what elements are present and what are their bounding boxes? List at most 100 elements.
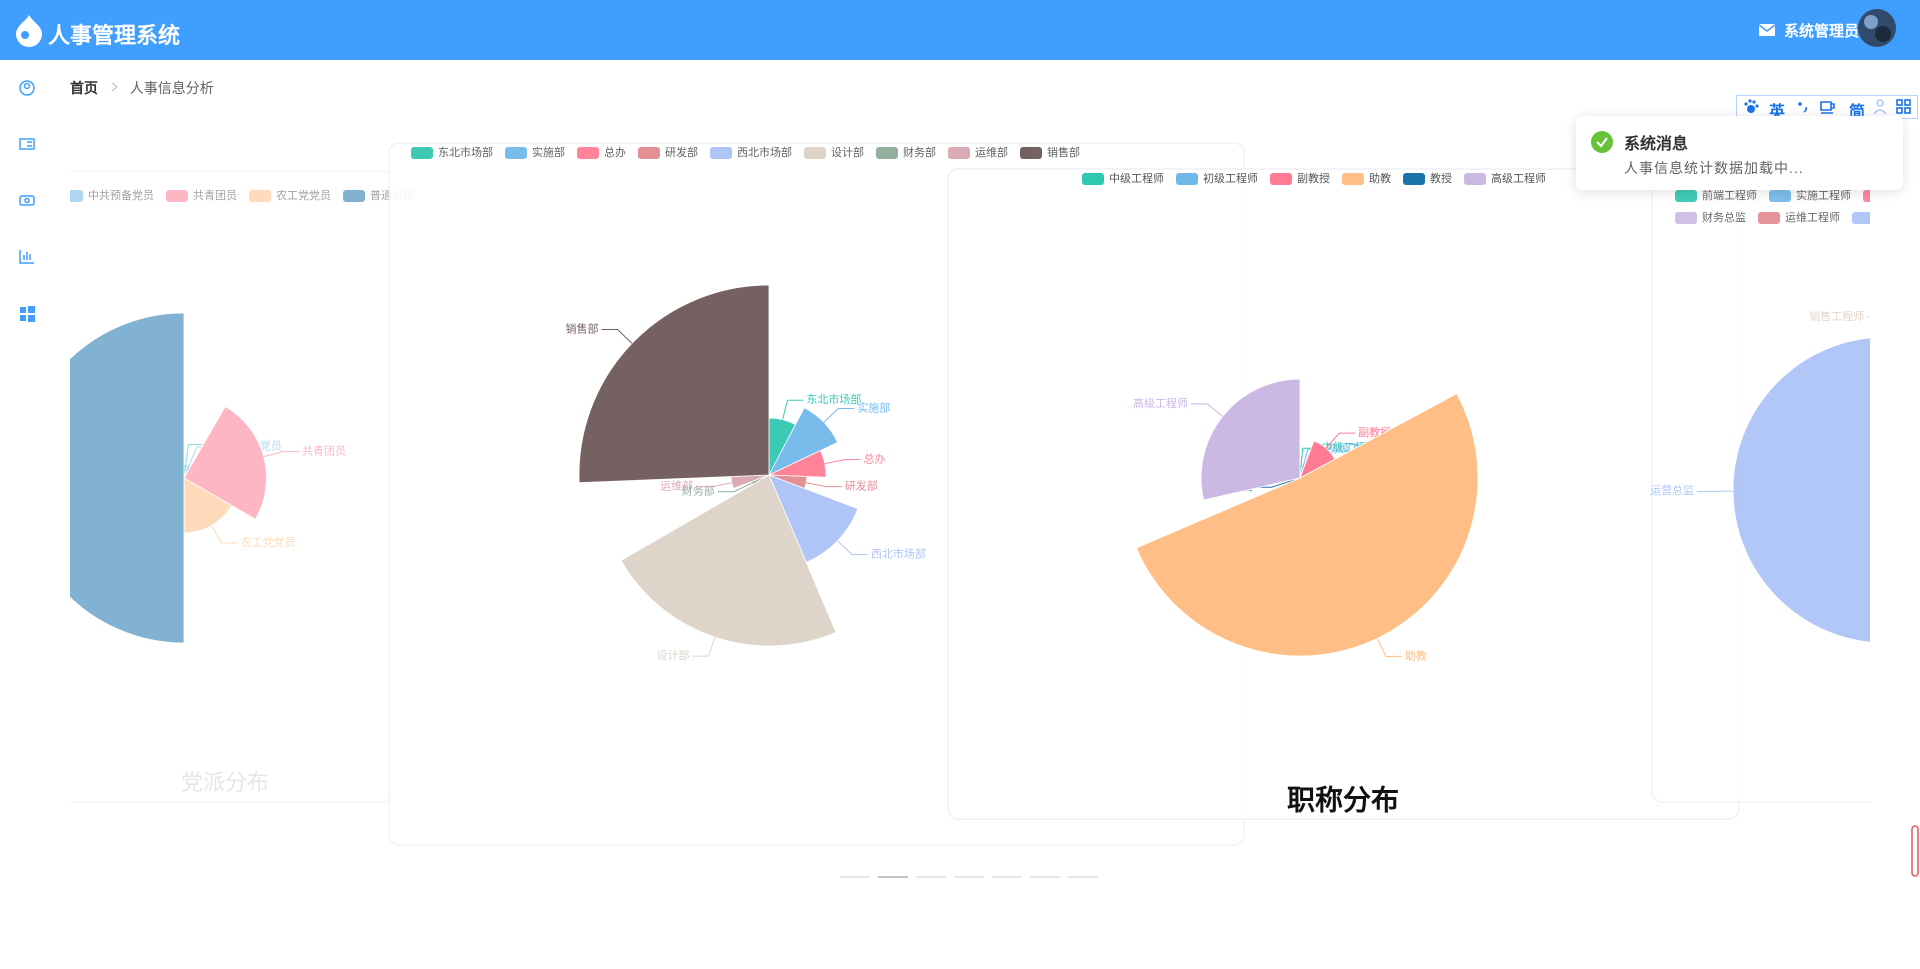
slice-label: 销售工程师 — [1809, 309, 1864, 323]
logo — [16, 15, 42, 47]
avatar[interactable] — [1857, 8, 1897, 48]
legend-swatch — [1176, 173, 1198, 185]
legend-label: 研发部 — [665, 145, 698, 159]
toolbar-icons — [1744, 99, 1911, 115]
legend-swatch — [638, 147, 660, 159]
slice — [578, 284, 770, 484]
sidebar — [0, 60, 70, 969]
legend-label: 农工党党员 — [276, 188, 331, 202]
label-line — [806, 482, 842, 488]
legend-label: 运维部 — [975, 145, 1008, 159]
legend-swatch — [1758, 212, 1780, 224]
legend-swatch — [70, 190, 83, 202]
mail-icon[interactable] — [1759, 24, 1775, 36]
legend-label: 实施部 — [532, 145, 565, 159]
carousel-indicator[interactable] — [992, 876, 1022, 878]
legend-label: 东北市场部 — [438, 145, 493, 159]
legend-swatch — [1020, 147, 1042, 159]
legend-label: 总办 — [604, 145, 626, 159]
legend-label: 共青团员 — [193, 189, 237, 202]
label-line — [837, 540, 868, 556]
label-line — [717, 482, 753, 493]
legend-swatch — [1342, 173, 1364, 185]
legend-label: 中级工程师 — [1109, 172, 1164, 185]
legend-swatch — [1270, 173, 1292, 185]
legend-label: 助教 — [1369, 171, 1391, 185]
legend-swatch — [1675, 190, 1697, 202]
legend-swatch — [1464, 173, 1486, 185]
slice-label: 西北市场部 — [871, 547, 926, 561]
crumb-home[interactable]: 首页 — [70, 80, 98, 96]
legend-label: 财务部 — [903, 145, 936, 159]
slice — [1135, 393, 1479, 657]
carousel-indicator[interactable] — [840, 876, 870, 878]
slice-label: 研发部 — [845, 479, 878, 493]
label-line — [185, 444, 205, 465]
slice-label: 运维部 — [660, 479, 693, 493]
icon-chart[interactable] — [19, 250, 34, 264]
slice-label: 实施部 — [857, 400, 890, 414]
label-line — [1191, 403, 1223, 417]
legend-swatch — [1675, 212, 1697, 224]
slice-label: 销售部 — [566, 321, 599, 335]
notification-message: 人事信息统计数据加载中... — [1624, 160, 1804, 176]
chart-card: 中级工程师初级工程师副教授助教教授高级工程师中级工程师初级工程师副教授助教教授高… — [947, 168, 1740, 820]
legend-label: 教授 — [1430, 171, 1452, 185]
success-icon — [1591, 131, 1613, 153]
slice-label: 运营总监 — [1650, 483, 1694, 497]
carousel-indicator[interactable] — [1068, 876, 1098, 878]
legend-swatch — [343, 190, 365, 202]
icon-card[interactable] — [19, 138, 35, 150]
slice-label: 共青团员 — [302, 444, 346, 457]
legend-label: 财务总监 — [1702, 210, 1746, 224]
user-name[interactable]: 系统管理员 — [1784, 23, 1860, 40]
legend-label: 运维工程师 — [1785, 211, 1840, 224]
legend-swatch — [876, 147, 898, 159]
carousel-indicator[interactable] — [1030, 876, 1060, 878]
legend-swatch — [577, 147, 599, 159]
icon-windows[interactable] — [20, 306, 35, 322]
legend-label: 设计部 — [831, 145, 864, 159]
icon-user[interactable] — [19, 80, 35, 96]
legend-swatch — [948, 147, 970, 159]
slice-label: 总办 — [863, 452, 885, 466]
legend-swatch — [1863, 190, 1870, 202]
legend-swatch — [166, 190, 188, 202]
slice-label: 助教 — [1405, 648, 1427, 662]
legend-label: 副教授 — [1297, 171, 1330, 185]
legend-swatch — [1403, 173, 1425, 185]
label-line — [1376, 638, 1402, 657]
slice-label: 农工党党员 — [241, 535, 296, 549]
slice — [768, 407, 839, 476]
slice-label: 财务部 — [682, 484, 715, 498]
chart-title: 职称分布 — [1287, 784, 1399, 815]
slice — [183, 406, 267, 520]
carousel-indicator[interactable] — [954, 876, 984, 878]
legend-swatch — [1769, 190, 1791, 202]
legend-label: 中共预备党员 — [88, 188, 154, 202]
crumb-sep — [111, 82, 118, 92]
slice — [183, 477, 233, 534]
icon-eye[interactable] — [19, 195, 35, 206]
slice — [70, 312, 185, 644]
legend-label: 高级工程师 — [1491, 171, 1546, 185]
legend-label: 实施工程师 — [1796, 188, 1851, 202]
scroll-handle[interactable] — [1911, 825, 1919, 877]
label-line — [696, 482, 732, 488]
carousel-indicator[interactable] — [916, 876, 946, 878]
carousel: 中共党员中共预备党员共青团员农工党党员普通公民中共党员中共预备党员共青团员农工党… — [70, 142, 1870, 878]
label-line — [263, 450, 300, 458]
chart-card: 前端工程师实施工程师市场部总监技术顾问研发工程师财务总监运维工程师运营总监销售工… — [1650, 168, 1870, 803]
label-line — [782, 399, 804, 420]
label-line — [601, 329, 633, 344]
notification: 系统消息 人事信息统计数据加载中... — [1576, 116, 1903, 190]
legend-label: 前端工程师 — [1702, 188, 1757, 202]
legend-swatch — [1852, 212, 1870, 224]
header: 人事管理系统 系统管理员 — [0, 0, 1920, 60]
slice-label: 高级工程师 — [1133, 396, 1188, 410]
slice-label: 设计部 — [657, 648, 690, 662]
sidebar-icons — [19, 80, 35, 322]
legend-swatch — [804, 147, 826, 159]
label-line — [1325, 432, 1356, 449]
carousel-indicator[interactable] — [878, 876, 908, 878]
